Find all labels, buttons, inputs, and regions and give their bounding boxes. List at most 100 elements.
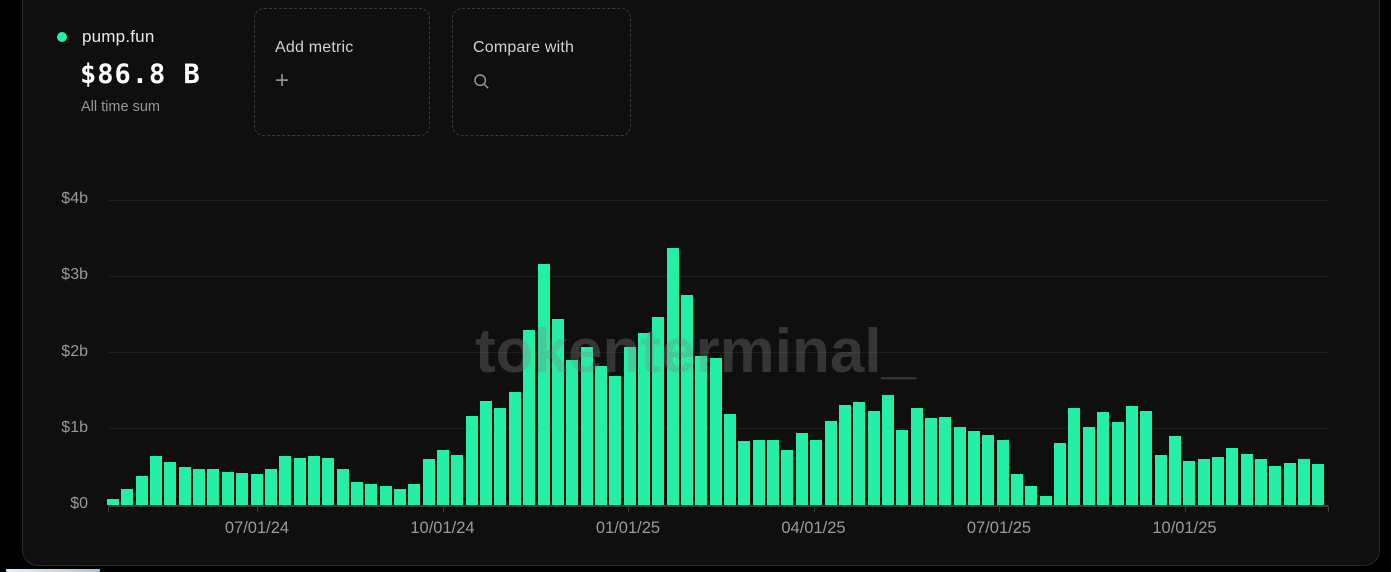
bar-week-31[interactable]	[551, 319, 564, 506]
bar-week-51[interactable]	[838, 405, 851, 506]
bar-week-68[interactable]	[1082, 426, 1095, 506]
bar-week-13[interactable]	[293, 457, 306, 506]
x-axis-label: 07/01/24	[224, 519, 290, 537]
bar-week-74[interactable]	[1168, 435, 1181, 506]
add-metric-button[interactable]: Add metric +	[254, 8, 430, 136]
bar-week-43[interactable]	[724, 413, 737, 506]
bar-week-53[interactable]	[867, 410, 880, 506]
bar-week-61[interactable]	[982, 435, 995, 506]
bar-week-60[interactable]	[968, 431, 980, 506]
bar-week-19[interactable]	[379, 486, 392, 506]
bar-week-42[interactable]	[709, 357, 722, 506]
bar-week-0[interactable]	[107, 499, 119, 506]
bar-week-77[interactable]	[1211, 457, 1224, 506]
bar-week-16[interactable]	[336, 468, 349, 506]
bar-week-23[interactable]	[437, 450, 450, 506]
bar-week-12[interactable]	[279, 456, 292, 506]
bar-week-3[interactable]	[150, 456, 163, 506]
bar-week-26[interactable]	[480, 400, 493, 506]
bar-week-59[interactable]	[953, 426, 966, 506]
bar-week-11[interactable]	[264, 468, 277, 506]
bar-week-82[interactable]	[1283, 462, 1296, 506]
bar-week-33[interactable]	[580, 347, 593, 506]
bar-week-38[interactable]	[652, 316, 665, 506]
bar-week-65[interactable]	[1039, 496, 1052, 506]
bar-week-80[interactable]	[1255, 458, 1267, 506]
gridline	[108, 275, 1328, 277]
bar-week-28[interactable]	[508, 391, 521, 506]
bar-week-9[interactable]	[236, 473, 249, 506]
bar-week-72[interactable]	[1140, 411, 1153, 506]
bar-week-83[interactable]	[1298, 458, 1311, 506]
x-tick	[1184, 506, 1186, 513]
x-tick	[813, 506, 815, 513]
bar-week-1[interactable]	[121, 488, 134, 506]
compare-with-button[interactable]: Compare with	[452, 8, 631, 136]
bar-week-55[interactable]	[896, 429, 909, 506]
bar-week-22[interactable]	[422, 458, 435, 506]
bar-week-21[interactable]	[408, 483, 421, 506]
bar-week-14[interactable]	[307, 456, 320, 506]
bar-week-58[interactable]	[939, 416, 952, 506]
bar-week-71[interactable]	[1125, 406, 1138, 506]
bar-week-39[interactable]	[666, 248, 679, 506]
bar-week-78[interactable]	[1226, 448, 1239, 506]
gridline	[108, 199, 1328, 201]
bar-week-45[interactable]	[752, 439, 765, 506]
x-axis-label: 10/01/24	[410, 519, 475, 537]
bar-week-81[interactable]	[1269, 466, 1282, 506]
bar-week-40[interactable]	[681, 295, 693, 506]
bar-week-18[interactable]	[365, 483, 378, 506]
bar-week-49[interactable]	[810, 439, 823, 506]
bar-week-34[interactable]	[594, 365, 607, 506]
bar-week-4[interactable]	[164, 461, 177, 506]
bar-week-30[interactable]	[537, 264, 550, 506]
bar-week-46[interactable]	[767, 439, 780, 506]
bar-week-54[interactable]	[881, 395, 894, 506]
bar-week-56[interactable]	[910, 407, 923, 506]
bar-week-5[interactable]	[178, 467, 191, 506]
bar-week-62[interactable]	[996, 440, 1009, 506]
bar-week-7[interactable]	[207, 469, 220, 506]
bar-week-76[interactable]	[1197, 458, 1210, 506]
x-tick	[442, 506, 444, 513]
bar-week-69[interactable]	[1097, 412, 1110, 506]
x-axis-label: 07/01/25	[966, 519, 1032, 537]
bar-week-57[interactable]	[924, 417, 937, 506]
bar-week-41[interactable]	[695, 356, 708, 506]
bar-week-75[interactable]	[1183, 461, 1196, 506]
bar-week-84[interactable]	[1312, 464, 1325, 506]
bar-week-64[interactable]	[1025, 486, 1038, 506]
x-axis-label: 04/01/25	[781, 519, 846, 537]
bar-week-25[interactable]	[465, 415, 478, 506]
bar-week-37[interactable]	[637, 332, 650, 506]
search-icon	[474, 74, 489, 89]
bar-week-20[interactable]	[394, 488, 406, 506]
series-color-dot	[57, 32, 67, 42]
bar-week-79[interactable]	[1240, 454, 1253, 506]
bar-week-8[interactable]	[221, 471, 234, 506]
bar-week-47[interactable]	[781, 449, 794, 506]
bar-week-73[interactable]	[1154, 454, 1167, 506]
bar-week-70[interactable]	[1111, 422, 1124, 506]
bar-week-27[interactable]	[494, 407, 507, 506]
bar-week-32[interactable]	[566, 360, 579, 506]
bar-week-35[interactable]	[609, 375, 622, 506]
bar-week-6[interactable]	[193, 468, 206, 506]
bar-week-10[interactable]	[250, 474, 263, 506]
bar-week-36[interactable]	[623, 346, 636, 506]
bar-week-63[interactable]	[1011, 474, 1024, 506]
bar-week-44[interactable]	[738, 441, 751, 506]
bar-week-29[interactable]	[523, 329, 536, 506]
bar-week-48[interactable]	[795, 432, 808, 506]
bar-week-17[interactable]	[350, 481, 363, 506]
bar-week-15[interactable]	[322, 457, 335, 506]
bar-week-2[interactable]	[135, 476, 148, 506]
bar-week-66[interactable]	[1054, 443, 1067, 506]
bar-week-67[interactable]	[1068, 407, 1081, 506]
bar-week-52[interactable]	[853, 402, 866, 506]
bar-week-24[interactable]	[451, 454, 464, 506]
bar-week-50[interactable]	[824, 421, 837, 506]
series-name: pump.fun	[82, 27, 155, 46]
